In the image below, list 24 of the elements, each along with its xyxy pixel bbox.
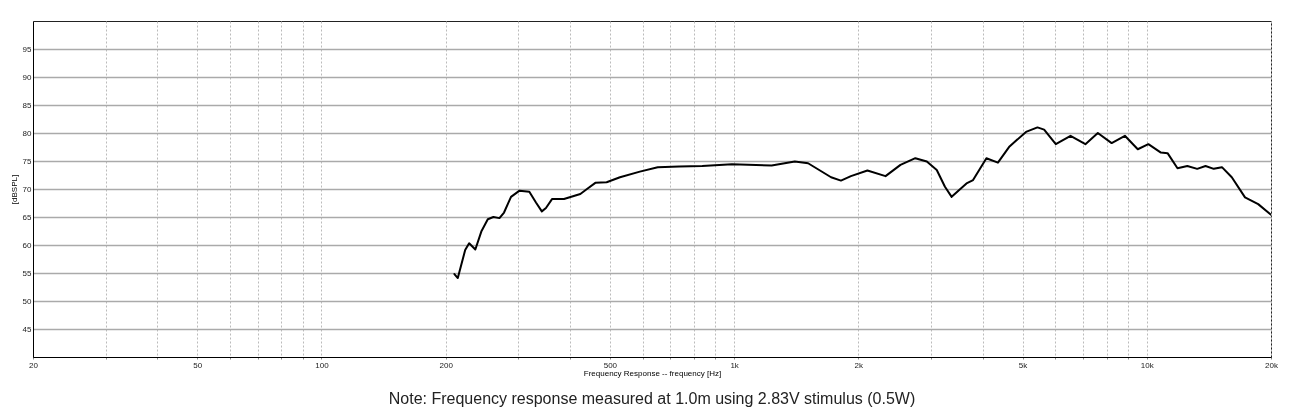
y-tick-label: 45 (22, 324, 33, 334)
x-tick-label: 1k (730, 360, 740, 370)
x-tick-label: 5k (1018, 360, 1029, 370)
y-tick-label: 55 (22, 268, 33, 278)
x-tick-label: 20k (1265, 360, 1279, 370)
y-tick-label: 95 (22, 44, 33, 54)
x-tick-label: 10k (1140, 360, 1155, 370)
y-tick-label: 90 (22, 72, 33, 82)
y-tick-label: 75 (22, 156, 33, 166)
x-tick-label: 20 (29, 360, 39, 370)
y-tick-label: 85 (22, 100, 33, 110)
x-tick-label: 500 (603, 360, 618, 370)
x-tick-label: 2k (854, 360, 865, 370)
y-tick-label: 80 (22, 128, 33, 138)
x-tick-label: 50 (193, 360, 203, 370)
text: Note: Frequency response measured at 1.0m using 2.83V stimulus (0.5W) (388, 390, 916, 407)
y-tick-label: 60 (22, 240, 33, 250)
y-axis-title: [dBSPL] (9, 174, 19, 205)
x-tick-label: 200 (439, 360, 454, 370)
x-tick-label: 100 (315, 360, 330, 370)
y-tick-label: 70 (22, 184, 33, 194)
x-axis-title: Frequency Response -- frequency [Hz] (583, 368, 722, 378)
y-tick-label: 65 (22, 212, 33, 222)
y-tick-label: 50 (22, 296, 33, 306)
